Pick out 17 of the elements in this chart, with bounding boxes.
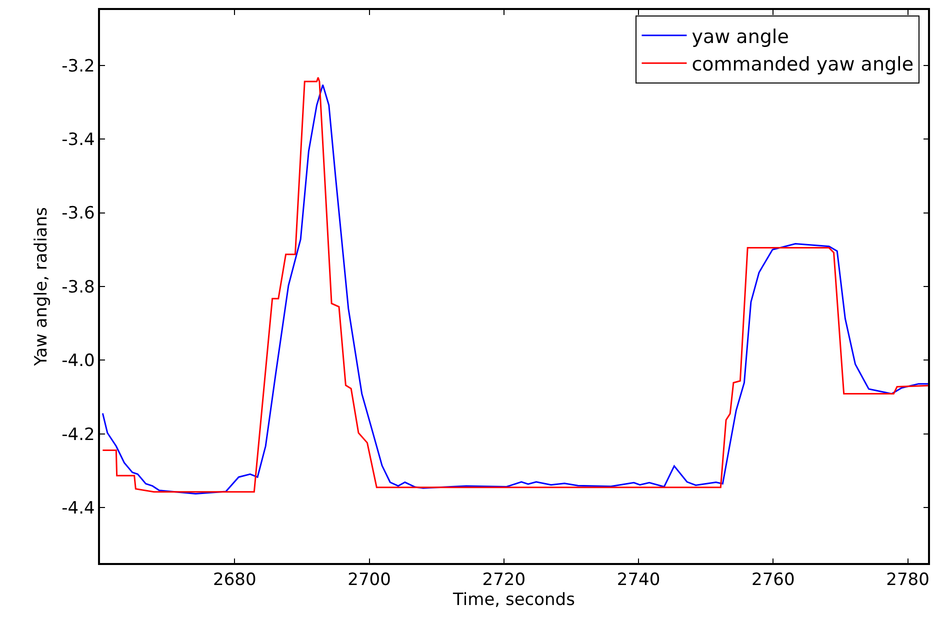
y-tick-label: -3.6 — [62, 204, 95, 224]
legend-label: yaw angle — [692, 26, 789, 48]
x-tick-label: 2780 — [886, 570, 930, 590]
x-tick-label: 2720 — [482, 570, 526, 590]
x-tick-label: 2680 — [212, 570, 256, 590]
x-tick-label: 2740 — [616, 570, 660, 590]
y-tick-label: -3.4 — [62, 130, 95, 150]
legend-label: commanded yaw angle — [692, 53, 914, 76]
y-tick-label: -4.2 — [62, 424, 95, 445]
y-tick-label: -4.0 — [62, 351, 95, 372]
y-tick-label: -4.4 — [62, 498, 95, 519]
y-axis-title: Yaw angle, radians — [32, 207, 52, 367]
x-tick-label: 2700 — [348, 570, 391, 590]
y-tick-label: -3.2 — [62, 56, 95, 76]
y-tick-label: -3.8 — [62, 277, 95, 298]
x-axis-title: Time, seconds — [452, 590, 576, 610]
x-tick-label: 2760 — [752, 570, 795, 590]
